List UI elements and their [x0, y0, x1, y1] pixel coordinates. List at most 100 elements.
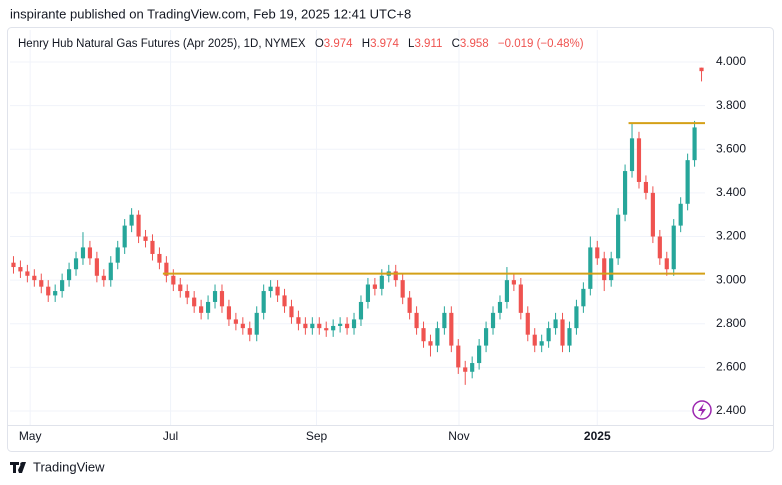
candle-body [275, 286, 280, 296]
candle-body [365, 284, 371, 302]
candle-body [664, 258, 669, 270]
candle-body [53, 291, 58, 296]
candle-body [331, 325, 336, 331]
candle-body [108, 262, 113, 281]
candle-body [60, 280, 65, 292]
candle-body [94, 258, 99, 276]
brand-logo: TradingView [10, 459, 105, 474]
candle-body [616, 214, 621, 259]
candle-body [421, 328, 426, 342]
ohlc-label: O [315, 38, 324, 50]
candle-body [157, 253, 162, 263]
candle-body [414, 312, 419, 329]
candle-body [46, 286, 51, 296]
candle-body [588, 247, 593, 289]
candle-body [400, 280, 405, 298]
candle-body [393, 271, 398, 281]
candle-body [25, 271, 30, 276]
candle-body [87, 247, 93, 259]
candle-body [602, 258, 607, 281]
y-tick-label: 3.000 [716, 272, 746, 286]
x-tick-label: Nov [448, 429, 469, 443]
candle-body [122, 225, 127, 248]
candle-body [73, 258, 79, 270]
candle-body [150, 240, 155, 254]
candle-body [435, 328, 440, 346]
candle-body [428, 341, 433, 346]
candles [11, 67, 705, 385]
candle-body [164, 262, 169, 276]
candle-body [101, 275, 106, 281]
symbol-legend: Henry Hub Natural Gas Futures (Apr 2025)… [18, 38, 584, 50]
candle-body [136, 214, 141, 237]
candle-body [497, 301, 503, 313]
candle-body [470, 363, 475, 372]
y-tick-label: 2.400 [716, 403, 746, 417]
candle-body [463, 367, 468, 372]
candle-body [115, 247, 120, 263]
candle-body [233, 319, 238, 324]
candle-body [143, 236, 148, 241]
candle-body [518, 284, 523, 313]
candle-body [483, 328, 489, 346]
candle-body [379, 275, 384, 289]
candle-body [456, 345, 461, 368]
candle-body [254, 312, 259, 335]
candle-body [178, 284, 183, 292]
chart-frame [7, 27, 774, 452]
candle-body [39, 280, 44, 287]
ohlc-label: C [452, 38, 460, 50]
symbol-title: Henry Hub Natural Gas Futures (Apr 2025)… [18, 38, 584, 50]
candle-body [199, 306, 204, 313]
ohlc-value: 3.974 [324, 38, 353, 50]
candle-body [372, 284, 377, 289]
candle-body [490, 312, 496, 329]
x-tick-label: May [19, 429, 42, 443]
candle-body [18, 267, 23, 272]
candle-body [338, 323, 343, 326]
candle-body [539, 341, 544, 346]
candle-body [212, 291, 218, 302]
candle-body [247, 328, 252, 335]
candle-body [324, 328, 329, 331]
y-tick-label: 4.000 [716, 54, 746, 68]
replay-icon[interactable] [692, 400, 712, 420]
candle-body [344, 323, 350, 329]
candle-body [525, 312, 530, 335]
candle-body [477, 345, 482, 364]
candle-body [129, 214, 134, 226]
x-tick-label: Sep [306, 429, 328, 443]
candle-body [205, 301, 211, 313]
candle-body [351, 319, 357, 329]
ohlc-value: 3.958 [460, 38, 489, 50]
candle-body [261, 291, 266, 313]
y-tick-label: 3.600 [716, 141, 746, 155]
candle-body [546, 328, 551, 342]
y-tick-label: 3.200 [716, 229, 746, 243]
candle-body [699, 67, 704, 72]
x-tick-label: 2025 [584, 429, 611, 443]
publish-info: inspirante published on TradingView.com,… [10, 6, 411, 21]
y-tick-label: 3.400 [716, 185, 746, 199]
candle-body [226, 306, 232, 320]
candle-body [282, 295, 287, 307]
candle-body [80, 247, 86, 259]
candle-body [192, 297, 197, 307]
ohlc-value: 3.911 [414, 38, 442, 50]
candle-body [629, 138, 635, 172]
candle-body [609, 258, 614, 281]
candle-body [449, 312, 454, 346]
y-tick-label: 2.600 [716, 360, 746, 374]
candle-body [553, 319, 558, 329]
candle-body [171, 275, 176, 285]
brand-name: TradingView [33, 459, 105, 474]
candle-body [317, 323, 322, 329]
grid [10, 30, 705, 425]
candle-body [219, 291, 225, 307]
y-tick-label: 2.800 [716, 316, 746, 330]
candle-body [185, 291, 190, 298]
y-tick-label: 3.800 [716, 98, 746, 112]
candle-body [303, 323, 308, 329]
candle-body [268, 286, 273, 292]
candle-body [442, 312, 447, 329]
